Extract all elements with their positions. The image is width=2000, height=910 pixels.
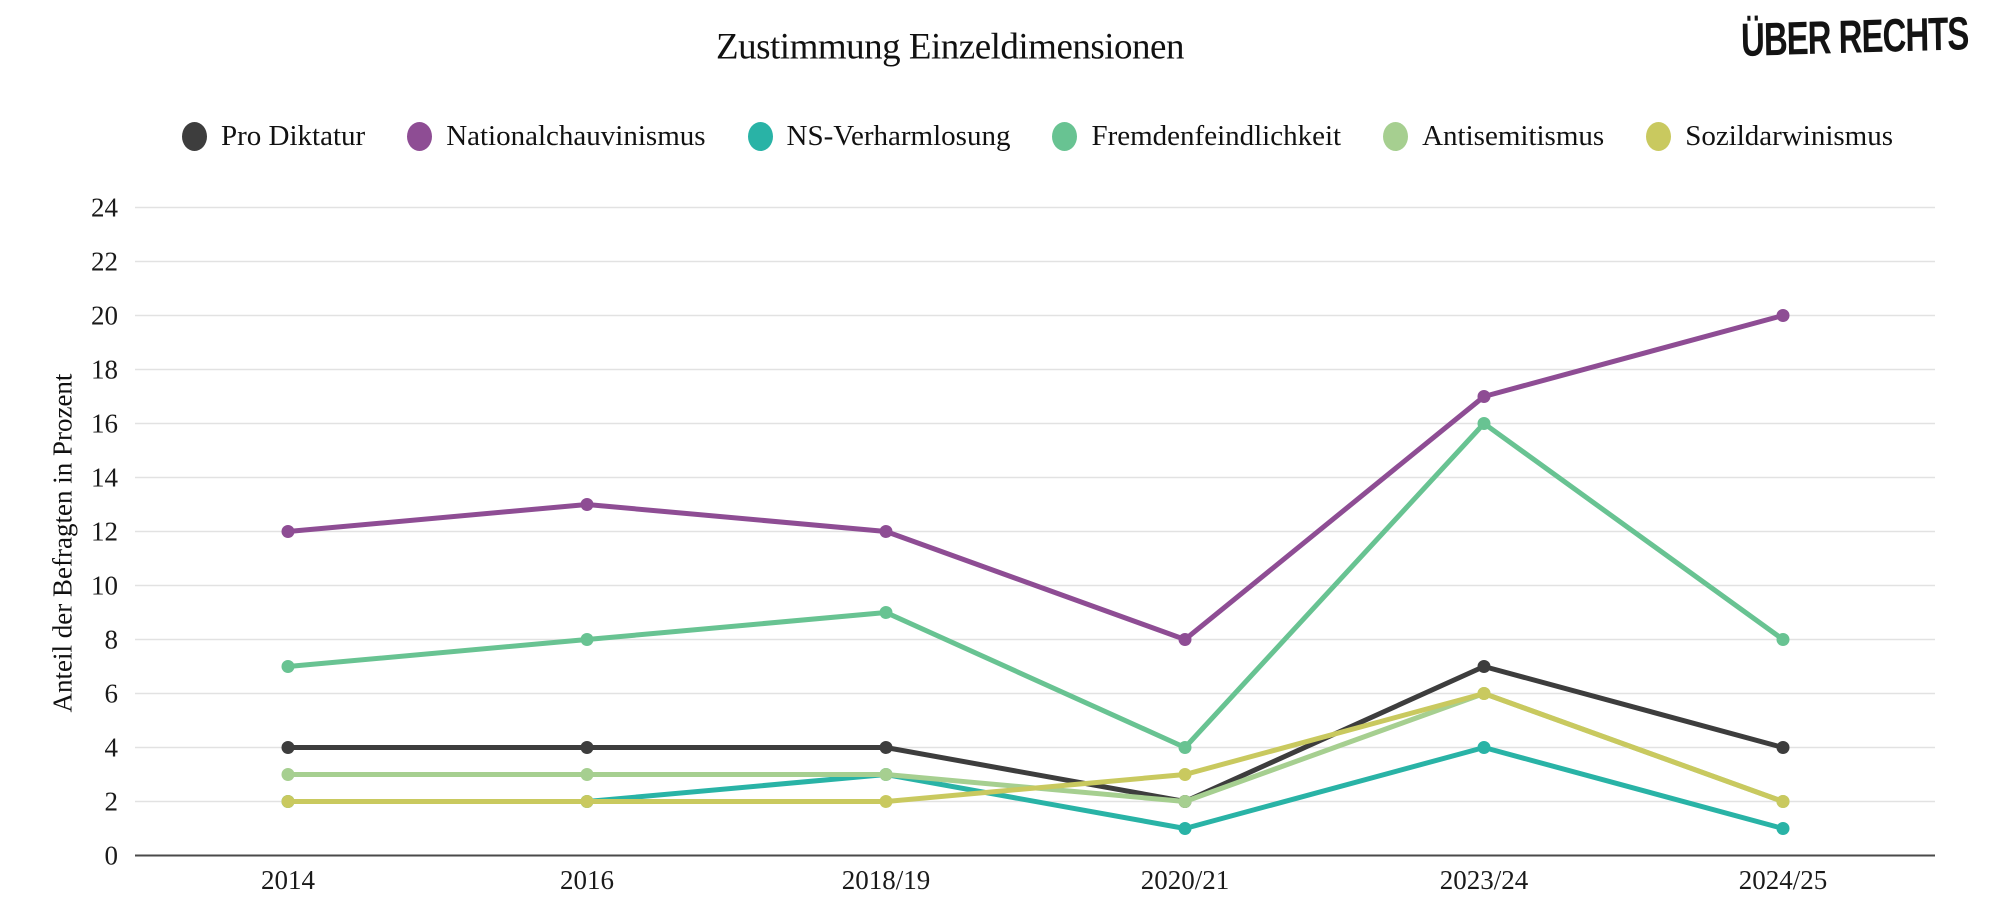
data-point-sozildarwinismus-2018-19 — [879, 795, 893, 808]
series-line-sozildarwinismus — [285, 691, 1786, 804]
y-tick-label-2: 2 — [105, 787, 119, 817]
data-point-sozildarwinismus-2024-25 — [1776, 795, 1790, 808]
data-point-sozildarwinismus-2023-24 — [1477, 687, 1491, 700]
x-tick-label-2014: 2014 — [261, 865, 316, 895]
series-line-pro-diktatur — [285, 664, 1786, 804]
y-tick-label-6: 6 — [105, 679, 119, 709]
data-point-sozildarwinismus-2020-21 — [1178, 768, 1192, 781]
legend-label-pro-diktatur: Pro Diktatur — [221, 120, 366, 152]
data-point-nationalchauvinismus-2018-19 — [879, 525, 893, 538]
legend-item-fremdenfeindlichkeit: Fremdenfeindlichkeit — [1052, 120, 1341, 153]
data-point-nationalchauvinismus-2024-25 — [1776, 309, 1790, 322]
x-tick-label-2018-19: 2018/19 — [842, 865, 931, 895]
data-point-antisemitismus-2016 — [580, 768, 594, 781]
data-point-ns-verharmlosung-2023-24 — [1477, 741, 1491, 754]
legend-label-ns-verharmlosung: NS-Verharmlosung — [786, 120, 1011, 152]
data-point-fremdenfeindlichkeit-2018-19 — [879, 606, 893, 619]
y-tick-label-24: 24 — [91, 193, 119, 223]
y-tick-label-18: 18 — [91, 355, 118, 385]
series-line-fremdenfeindlichkeit — [285, 421, 1786, 750]
data-point-sozildarwinismus-2016 — [580, 795, 594, 808]
data-point-pro-diktatur-2014 — [281, 741, 295, 754]
data-point-pro-diktatur-2018-19 — [879, 741, 893, 754]
data-point-ns-verharmlosung-2024-25 — [1776, 822, 1790, 835]
y-tick-label-20: 20 — [91, 301, 118, 331]
x-tick-label-2020-21: 2020/21 — [1141, 865, 1230, 895]
legend-item-nationalchauvinismus: Nationalchauvinismus — [407, 120, 706, 153]
legend-label-sozildarwinismus: Sozildarwinismus — [1685, 120, 1894, 152]
y-tick-label-8: 8 — [105, 625, 119, 655]
data-point-nationalchauvinismus-2016 — [580, 498, 594, 511]
legend-swatch-pro-diktatur — [182, 122, 207, 151]
data-point-pro-diktatur-2023-24 — [1477, 660, 1491, 673]
data-point-sozildarwinismus-2014 — [281, 795, 295, 808]
data-point-ns-verharmlosung-2020-21 — [1178, 822, 1192, 835]
data-point-nationalchauvinismus-2020-21 — [1178, 633, 1192, 646]
data-point-antisemitismus-2014 — [281, 768, 295, 781]
x-tick-label-2023-24: 2023/24 — [1440, 865, 1529, 895]
data-point-pro-diktatur-2024-25 — [1776, 741, 1790, 754]
data-point-fremdenfeindlichkeit-2014 — [281, 660, 295, 673]
legend-swatch-ns-verharmlosung — [747, 122, 773, 151]
legend-label-fremdenfeindlichkeit: Fremdenfeindlichkeit — [1091, 120, 1342, 152]
legend-item-antisemitismus: Antisemitismus — [1383, 120, 1604, 153]
y-tick-label-12: 12 — [91, 517, 118, 547]
y-tick-label-4: 4 — [105, 733, 119, 763]
legend-label-nationalchauvinismus: Nationalchauvinismus — [446, 120, 706, 152]
y-tick-label-14: 14 — [91, 463, 119, 493]
data-point-fremdenfeindlichkeit-2020-21 — [1178, 741, 1192, 754]
y-tick-label-10: 10 — [91, 571, 118, 601]
y-tick-label-16: 16 — [91, 409, 118, 439]
data-point-antisemitismus-2020-21 — [1178, 795, 1192, 808]
x-tick-label-2016: 2016 — [560, 865, 614, 895]
legend-item-ns-verharmlosung: NS-Verharmlosung — [747, 120, 1011, 153]
y-tick-label-22: 22 — [91, 247, 118, 277]
legend-swatch-nationalchauvinismus — [407, 122, 433, 151]
data-point-pro-diktatur-2016 — [580, 741, 594, 754]
data-point-fremdenfeindlichkeit-2024-25 — [1776, 633, 1790, 646]
legend-item-pro-diktatur: Pro Diktatur — [182, 120, 365, 153]
series-line-nationalchauvinismus — [285, 313, 1786, 642]
chart-legend: Pro Diktatur Nationalchauvinismus NS-Verha… — [182, 120, 1893, 153]
x-tick-label-2024-25: 2024/25 — [1739, 865, 1828, 895]
y-tick-label-0: 0 — [105, 841, 119, 871]
legend-label-antisemitismus: Antisemitismus — [1422, 120, 1605, 152]
data-point-fremdenfeindlichkeit-2016 — [580, 633, 594, 646]
legend-item-sozildarwinismus: Sozildarwinismus — [1646, 120, 1893, 153]
chart-title: Zustimmung Einzeldimensionen — [716, 26, 1184, 68]
data-point-nationalchauvinismus-2014 — [281, 525, 295, 538]
data-point-antisemitismus-2018-19 — [879, 768, 893, 781]
legend-swatch-antisemitismus — [1383, 122, 1409, 151]
data-point-fremdenfeindlichkeit-2023-24 — [1477, 417, 1491, 430]
data-point-nationalchauvinismus-2023-24 — [1477, 390, 1491, 403]
legend-swatch-fremdenfeindlichkeit — [1052, 122, 1078, 151]
legend-swatch-sozildarwinismus — [1646, 122, 1672, 151]
